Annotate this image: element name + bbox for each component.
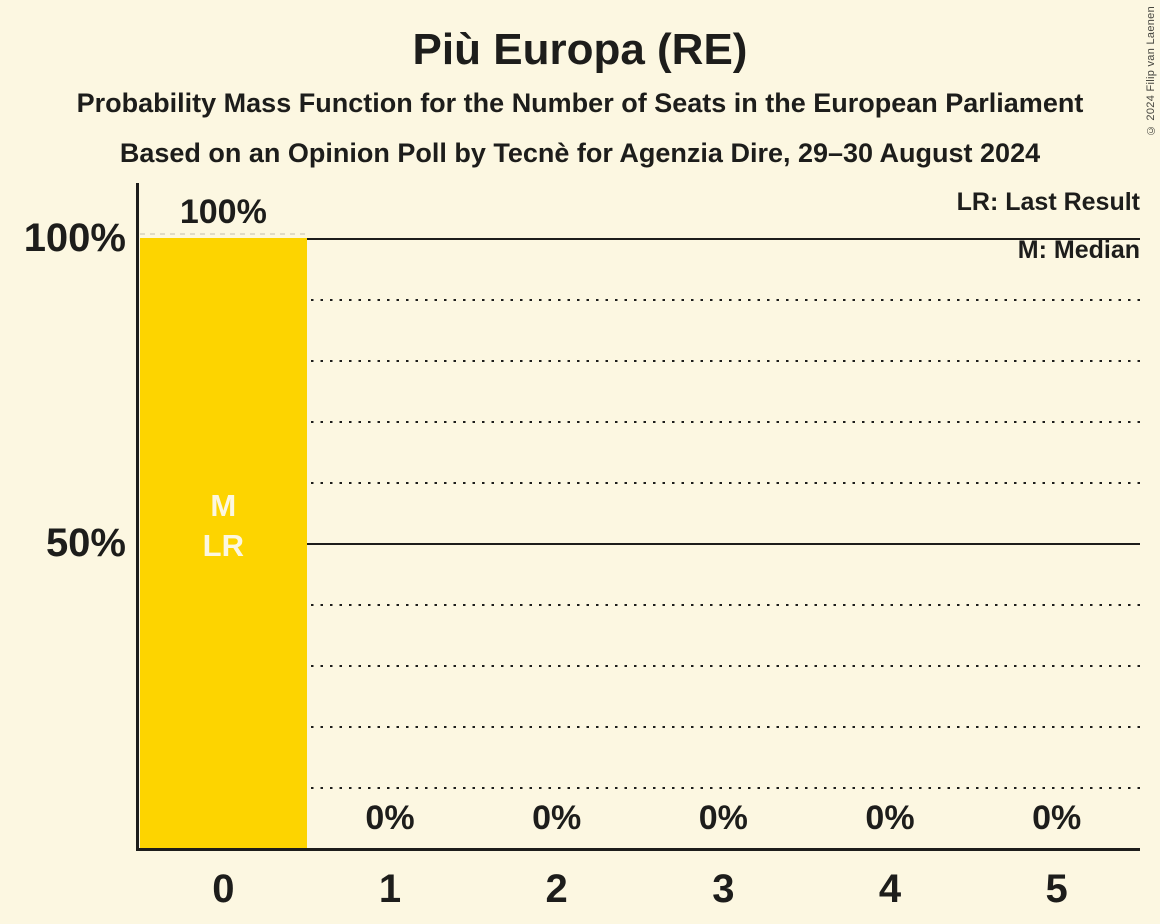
- x-axis-label-4: 4: [878, 867, 902, 911]
- x-axis-label-5: 5: [1045, 867, 1068, 911]
- last-result-marker-text: LR: [202, 528, 244, 563]
- gridline-60pct: [140, 482, 1140, 484]
- bar-value-label-3: 0%: [698, 799, 748, 837]
- chart-subtitle-source: Based on an Opinion Poll by Tecnè for Ag…: [119, 138, 1041, 168]
- gridline-30pct: [140, 665, 1140, 667]
- x-axis-label-1: 1: [378, 867, 402, 911]
- last-result-marker-line: [140, 233, 307, 235]
- x-axis-label-3: 3: [712, 867, 735, 911]
- x-axis-label-2: 2: [545, 867, 568, 911]
- bar-value-label-2: 0%: [532, 799, 582, 837]
- legend-last-result: LR: Last Result: [956, 188, 1140, 216]
- bar-value-label-5: 0%: [1032, 799, 1082, 837]
- copyright-notice: © 2024 Filip van Laenen: [1145, 6, 1157, 137]
- y-axis-line: [136, 183, 139, 851]
- legend-median: M: Median: [1017, 236, 1140, 264]
- bar-value-label-1: 0%: [365, 799, 415, 837]
- gridline-10pct: [140, 787, 1140, 789]
- y-axis-label-50: 50%: [45, 521, 126, 565]
- median-marker-text: M: [210, 488, 237, 523]
- gridline-90pct: [140, 299, 1140, 301]
- bar-value-label-4: 0%: [865, 799, 915, 837]
- gridline-20pct: [140, 726, 1140, 728]
- x-axis-line: [136, 848, 1140, 851]
- gridline-100pct: [140, 238, 1140, 240]
- y-axis-label-100: 100%: [23, 216, 126, 260]
- chart-title: Più Europa (RE): [412, 25, 748, 74]
- gridline-40pct: [140, 604, 1140, 606]
- bar-median-lastresult-annotation: M LR: [140, 486, 307, 566]
- gridline-50pct: [140, 543, 1140, 545]
- bar-seats-0: [140, 238, 307, 848]
- gridline-80pct: [140, 360, 1140, 362]
- chart-subtitle: Probability Mass Function for the Number…: [76, 88, 1084, 118]
- gridline-70pct: [140, 421, 1140, 423]
- x-axis-label-0: 0: [212, 867, 235, 911]
- bar-value-label-0: 100%: [179, 193, 267, 231]
